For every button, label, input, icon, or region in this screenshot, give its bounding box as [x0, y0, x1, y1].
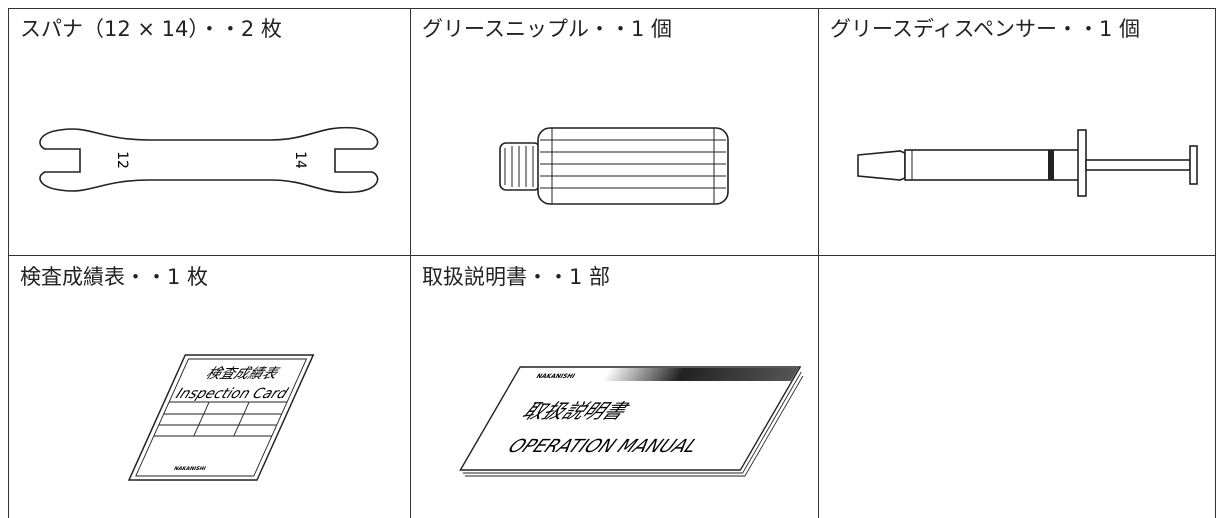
- wrench-illustration: 12 14: [39, 126, 379, 194]
- card-subtitle: Inspection Card: [173, 386, 291, 402]
- card-title: 検査成績表: [203, 366, 282, 382]
- wrench-size: 14: [292, 151, 308, 169]
- grease-dispenser-illustration: [857, 129, 1198, 197]
- cell-label: スパナ（12 × 14）・・2 枚: [20, 17, 282, 41]
- wrench-size: 12: [114, 151, 130, 169]
- inspection-card-illustration: 検査成績表 Inspection Card NAKANISHI: [127, 354, 315, 481]
- cell-label: 検査成績表・・1 枚: [20, 265, 208, 289]
- grease-nipple-illustration: [499, 127, 729, 205]
- cell-label: グリースニップル・・1 個: [422, 17, 672, 41]
- manual-subtitle: OPERATION MANUAL: [504, 435, 703, 456]
- manual-illustration: NAKANISHI 取扱説明書 OPERATION MANUAL: [459, 366, 804, 477]
- manual-logo: NAKANISHI: [535, 372, 577, 379]
- manual-title: 取扱説明書: [517, 400, 634, 423]
- cell-label: 取扱説明書・・1 部: [422, 265, 610, 289]
- cell-label: グリースディスペンサー・・1 個: [830, 17, 1140, 41]
- card-logo: NAKANISHI: [173, 466, 207, 472]
- table-grid: [8, 8, 1216, 518]
